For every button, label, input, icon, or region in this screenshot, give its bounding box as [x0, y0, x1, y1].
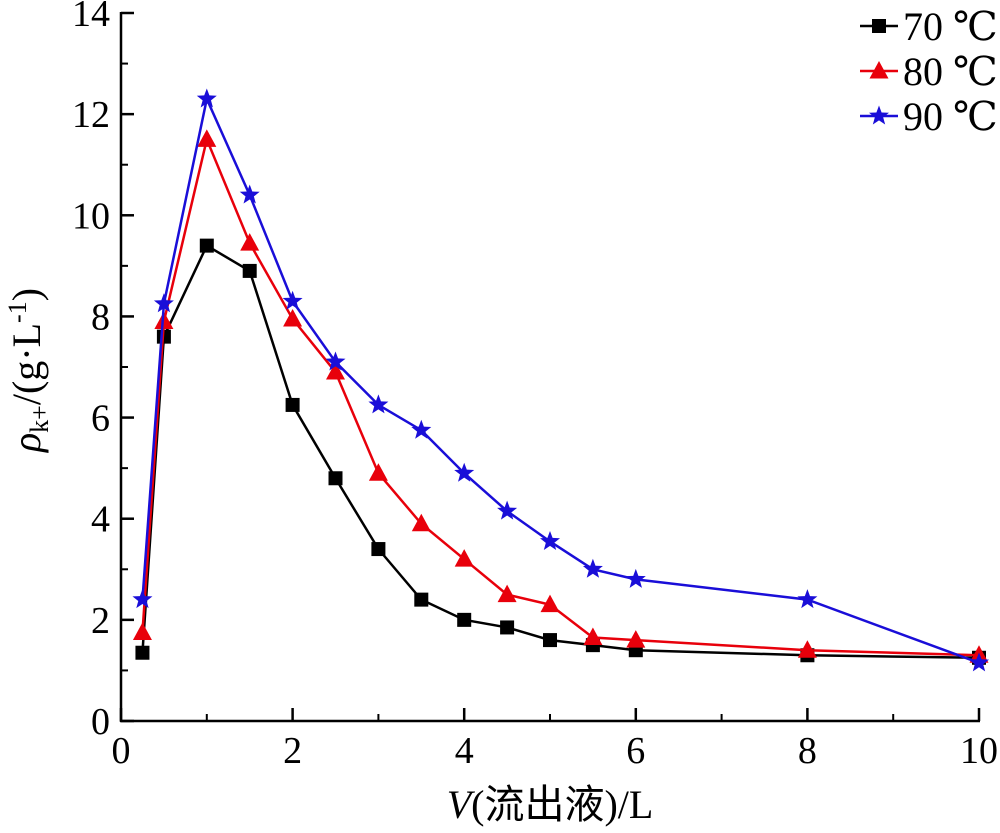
x-tick-label: 0: [112, 730, 131, 772]
x-tick-label: 4: [455, 730, 474, 772]
legend-marker: [869, 105, 889, 125]
legend-marker: [872, 19, 886, 33]
data-point: [132, 622, 152, 640]
data-point: [497, 584, 517, 603]
data-point: [500, 620, 515, 635]
data-point: [797, 589, 818, 609]
data-point: [285, 397, 300, 412]
x-tick-label: 8: [798, 730, 817, 772]
data-point: [153, 293, 174, 313]
data-point: [797, 640, 817, 658]
data-point: [969, 652, 989, 672]
y-tick-label: 4: [91, 499, 110, 541]
series-line: [141, 243, 980, 660]
x-tick-label: 2: [283, 730, 302, 772]
data-point: [454, 462, 475, 482]
data-point: [371, 542, 386, 557]
data-point: [583, 627, 603, 646]
y-axis-title-middle: /(g·L: [4, 323, 49, 405]
data-point: [497, 500, 518, 520]
data-point: [626, 630, 646, 648]
data-point: [199, 238, 214, 253]
y-tick-label: 8: [91, 296, 110, 338]
data-point: [326, 362, 345, 380]
data-point: [625, 568, 646, 588]
data-point: [328, 471, 343, 486]
legend-label: 90 ℃: [903, 94, 998, 139]
data-point: [540, 594, 560, 613]
data-point: [282, 290, 303, 310]
data-point: [540, 530, 560, 550]
x-axis-title: V(流出液)/L: [447, 782, 654, 827]
series-line: [141, 94, 980, 665]
y-tick-label: 14: [72, 0, 110, 35]
y-axis-title-superscript: -1: [3, 301, 32, 323]
series-layer: [132, 88, 989, 672]
series-line: [141, 135, 980, 657]
data-point: [368, 394, 389, 414]
data-point: [196, 88, 217, 108]
y-tick-label: 6: [91, 398, 110, 440]
y-tick-label: 10: [72, 195, 110, 237]
x-tick-label: 6: [626, 730, 645, 772]
data-point: [325, 351, 346, 371]
x-axis-title-variable: V: [447, 782, 476, 827]
data-point: [240, 233, 260, 251]
y-axis-ticks: 0 2 4 6 8 10 12 14: [72, 0, 134, 743]
series-1: [132, 129, 989, 663]
data-point: [242, 263, 257, 278]
data-point: [582, 558, 603, 578]
legend-marker: [869, 61, 889, 79]
data-point: [135, 645, 150, 660]
data-point: [411, 513, 431, 532]
data-point: [414, 592, 429, 607]
x-tick-label: 10: [960, 730, 998, 772]
y-tick-label: 12: [72, 94, 110, 136]
legend-label: 70 ℃: [903, 4, 998, 49]
data-point: [411, 419, 432, 439]
data-point: [368, 463, 388, 481]
legend: 70 ℃80 ℃90 ℃: [860, 4, 998, 139]
legend-label: 80 ℃: [903, 49, 998, 94]
data-point: [543, 633, 557, 648]
x-axis-ticks: 0 2 4 6 8 10: [112, 708, 998, 772]
x-axis-title-rest: (流出液)/L: [471, 782, 653, 827]
y-axis-title: ρk+/(g·L-1): [3, 288, 54, 454]
y-tick-label: 2: [91, 600, 110, 642]
data-point: [239, 184, 260, 204]
y-axis-title-end: ): [4, 288, 49, 301]
data-point: [283, 308, 303, 327]
y-tick-label: 0: [91, 701, 110, 743]
data-point: [454, 549, 474, 567]
series-2: [132, 88, 989, 672]
data-point: [132, 589, 153, 609]
data-point: [197, 129, 217, 147]
y-axis-title-symbol: ρ: [4, 433, 49, 454]
series-0: [135, 238, 986, 665]
data-point: [457, 612, 472, 627]
y-axis-title-subscript: k+: [25, 405, 54, 433]
